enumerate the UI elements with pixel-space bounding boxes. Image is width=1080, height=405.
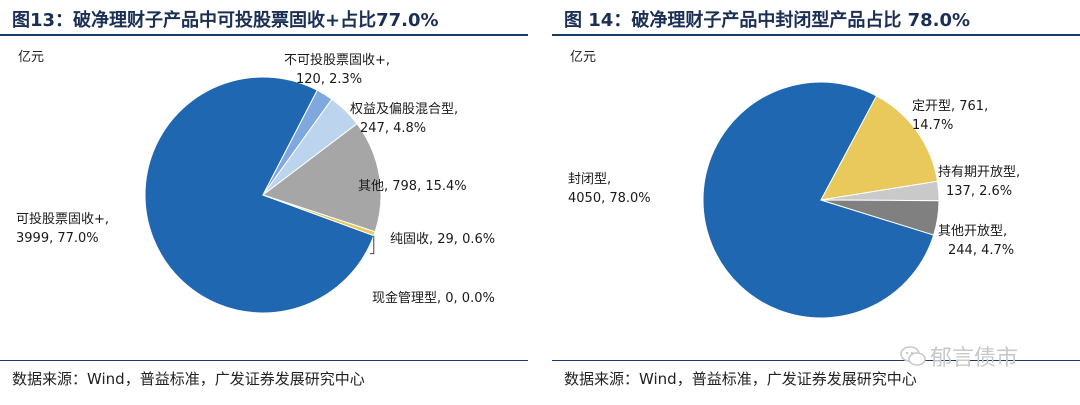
slice-value-权益及偏股混合型: 247, 4.8%: [360, 121, 426, 136]
pie-slice-纯固收: [262, 194, 376, 237]
wechat-icon: [900, 346, 926, 366]
slice-label-现金管理型: 现金管理型, 0, 0.0%: [372, 290, 495, 306]
chart-title-14: 图 14：破净理财子产品中封闭型产品占比 78.0%: [564, 10, 971, 31]
slice-label-权益及偏股混合型: 权益及偏股混合型,: [350, 101, 458, 117]
left-chart-panel: 图13：破净理财子产品中可投股票固收+占比77.0% 亿元 可投股票固收+, 39…: [0, 0, 528, 405]
unit-label: 亿元: [570, 50, 597, 65]
slice-value-可投股票固收+: 3999, 77.0%: [16, 231, 99, 246]
slice-value-定开型: 14.7%: [912, 118, 953, 133]
slice-label-定开型: 定开型, 761,: [912, 99, 988, 114]
pie-slice-其他: [261, 123, 382, 233]
slice-value-封闭型: 4050, 78.0%: [568, 191, 651, 206]
title-divider: [552, 34, 1080, 36]
slice-value-不可投股票固收+: 120, 2.3%: [296, 72, 362, 87]
slice-label-其他: 其他, 798, 15.4%: [358, 179, 467, 194]
slice-label-持有期开放型: 持有期开放型,: [938, 165, 1020, 180]
source-note: 数据来源：Wind，普益标准，广发证券发展研究中心: [12, 370, 365, 388]
slice-value-其他开放型: 244, 4.7%: [948, 243, 1014, 258]
source-note: 数据来源：Wind，普益标准，广发证券发展研究中心: [564, 370, 917, 388]
pie-slice-其他开放型: [820, 199, 940, 236]
right-chart-panel: 图 14：破净理财子产品中封闭型产品占比 78.0% 亿元 封闭型, 4050, …: [552, 0, 1080, 405]
watermark-text: 郁言债市: [930, 346, 1019, 371]
slice-label-不可投股票固收+: 不可投股票固收+,: [284, 52, 390, 68]
slice-label-其他开放型: 其他开放型,: [938, 224, 1007, 239]
chart-title-13: 图13：破净理财子产品中可投股票固收+占比77.0%: [12, 10, 439, 31]
slice-value-持有期开放型: 137, 2.6%: [946, 184, 1012, 199]
pie-chart-13: 可投股票固收+, 3999, 77.0% 不可投股票固收+, 120, 2.3% 权益及…: [16, 52, 495, 314]
pie-slice-定开型: [820, 95, 939, 201]
watermark: 郁言债市: [900, 340, 1018, 372]
title-divider: [0, 34, 528, 36]
unit-label: 亿元: [18, 50, 45, 65]
pie-slice-封闭型: [702, 81, 935, 319]
slice-label-可投股票固收+: 可投股票固收+,: [16, 211, 109, 227]
pie-slice-可投股票固收+: [144, 76, 375, 314]
source-divider: [0, 360, 528, 361]
pie-leader-line: [370, 235, 375, 255]
source-divider: [552, 360, 1080, 361]
pie-chart-14: 封闭型, 4050, 78.0% 定开型, 761, 14.7% 持有期开放型, 137,…: [568, 81, 1020, 319]
slice-label-封闭型: 封闭型,: [568, 172, 611, 187]
slice-label-纯固收: 纯固收, 29, 0.6%: [390, 232, 495, 247]
